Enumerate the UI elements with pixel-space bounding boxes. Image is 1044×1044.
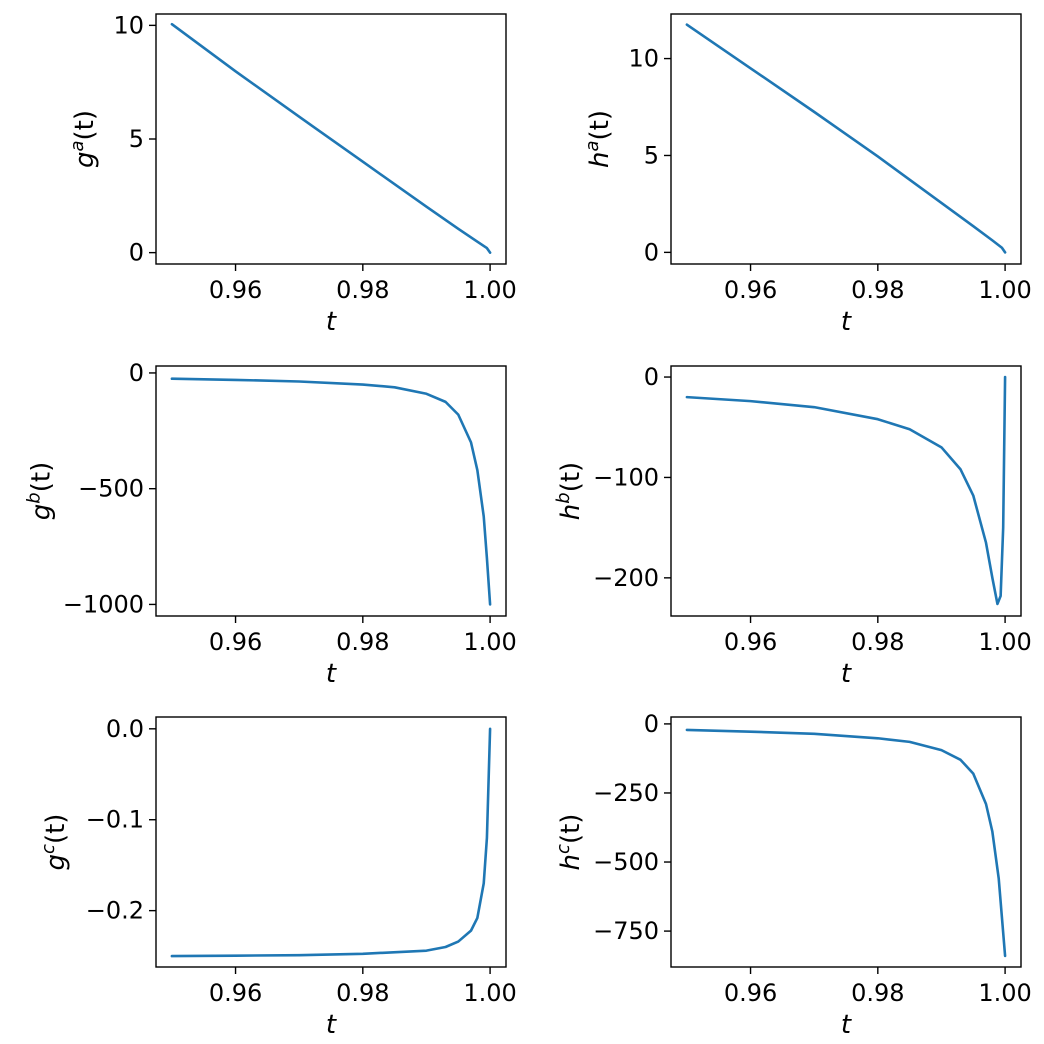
x-tick-label: 0.96 bbox=[724, 276, 777, 304]
x-tick-label: 0.98 bbox=[851, 628, 904, 656]
y-axis-label-suffix: (t) bbox=[41, 814, 71, 844]
y-tick-label: −250 bbox=[593, 779, 659, 807]
x-tick-label: 1.00 bbox=[978, 276, 1031, 304]
x-tick-label: 1.00 bbox=[978, 628, 1031, 656]
y-axis-label-base: g bbox=[27, 504, 57, 521]
x-tick-label: 0.96 bbox=[209, 276, 262, 304]
x-axis-label: t bbox=[326, 1010, 337, 1040]
subplot-3: 0.96 0.98 1.00 0 −500 −1000 t gb(t) bbox=[24, 359, 517, 689]
y-axis-label: ha(t) bbox=[582, 110, 615, 168]
x-tick-label: 1.00 bbox=[978, 979, 1031, 1007]
series-line-1 bbox=[685, 375, 1007, 606]
y-tick-label: −750 bbox=[593, 917, 659, 945]
x-tick-label: 1.00 bbox=[463, 979, 516, 1007]
series-line-1 bbox=[685, 728, 1007, 958]
x-tick-label: 1.00 bbox=[463, 276, 516, 304]
series-line-1 bbox=[170, 727, 492, 958]
y-tick-label: 5 bbox=[644, 141, 659, 169]
x-tick-label: 0.96 bbox=[724, 979, 777, 1007]
x-tick-label: 0.96 bbox=[209, 628, 262, 656]
y-tick-label: 10 bbox=[113, 11, 144, 39]
y-tick-label: 10 bbox=[628, 45, 659, 73]
x-tick-label: 0.98 bbox=[851, 276, 904, 304]
y-axis-label-suffix: (t) bbox=[27, 462, 57, 492]
y-tick-label: 5 bbox=[129, 125, 144, 153]
y-tick-label: 0 bbox=[129, 359, 144, 387]
x-tick-label: 0.98 bbox=[336, 628, 389, 656]
y-axis-label-base: g bbox=[41, 854, 71, 871]
subplot-1: 0.96 0.98 1.00 0 5 10 t ga(t) bbox=[67, 11, 517, 337]
y-axis-label-suffix: (t) bbox=[70, 110, 100, 140]
x-axis-label: t bbox=[841, 659, 852, 689]
y-tick-label: −500 bbox=[593, 848, 659, 876]
subplot-4: 0.96 0.98 1.00 0 −100 −200 t hb(t) bbox=[553, 363, 1032, 689]
x-tick-label: 0.98 bbox=[851, 979, 904, 1007]
y-axis-label-suffix: (t) bbox=[585, 110, 615, 140]
x-tick-label: 0.96 bbox=[209, 979, 262, 1007]
y-axis-label-superscript: a bbox=[67, 140, 88, 151]
plot-frame bbox=[670, 365, 1022, 617]
series-line-1 bbox=[685, 23, 1007, 254]
series-line-1 bbox=[170, 377, 492, 606]
y-axis-label: ga(t) bbox=[67, 110, 100, 168]
y-axis-label-suffix: (t) bbox=[556, 814, 586, 844]
subplot-6: 0.96 0.98 1.00 0 −250 −500 −750 t hc(t) bbox=[553, 710, 1032, 1040]
y-axis-label-superscript: c bbox=[553, 844, 574, 854]
plot-frame bbox=[670, 13, 1022, 265]
x-axis-label: t bbox=[841, 1010, 852, 1040]
y-axis-label-superscript: b bbox=[24, 492, 45, 503]
y-axis-label-base: h bbox=[556, 504, 586, 520]
subplot-5: 0.96 0.98 1.00 0.0 −0.1 −0.2 t gc(t) bbox=[38, 715, 517, 1040]
y-axis-label: gb(t) bbox=[24, 462, 57, 520]
y-tick-label: 0.0 bbox=[106, 715, 144, 743]
y-axis-label-superscript: b bbox=[553, 492, 574, 503]
plot-frame bbox=[155, 716, 507, 968]
y-axis-label-base: h bbox=[556, 854, 586, 870]
y-axis-label-suffix: (t) bbox=[556, 462, 586, 492]
y-tick-label: 0 bbox=[644, 238, 659, 266]
y-tick-label: 0 bbox=[129, 239, 144, 267]
y-axis-label-base: h bbox=[585, 152, 615, 168]
series-line-1 bbox=[170, 22, 492, 254]
y-tick-label: 0 bbox=[644, 710, 659, 738]
y-axis-label: gc(t) bbox=[38, 814, 71, 871]
x-axis-label: t bbox=[326, 307, 337, 337]
x-axis-label: t bbox=[326, 659, 337, 689]
y-tick-label: −200 bbox=[593, 564, 659, 592]
plot-frame bbox=[155, 365, 507, 617]
y-tick-label: −100 bbox=[593, 463, 659, 491]
x-axis-label: t bbox=[841, 307, 852, 337]
y-tick-label: −500 bbox=[78, 475, 144, 503]
y-axis-label: hb(t) bbox=[553, 462, 586, 520]
x-tick-label: 0.98 bbox=[336, 276, 389, 304]
y-axis-label-superscript: c bbox=[38, 844, 59, 854]
y-axis-label: hc(t) bbox=[553, 814, 586, 871]
y-tick-label: 0 bbox=[644, 363, 659, 391]
y-axis-label-superscript: a bbox=[582, 140, 603, 151]
plot-frame bbox=[670, 716, 1022, 968]
subplot-2: 0.96 0.98 1.00 0 5 10 t ha(t) bbox=[582, 13, 1032, 337]
y-tick-label: −0.1 bbox=[86, 806, 144, 834]
y-axis-label-base: g bbox=[70, 152, 100, 169]
x-tick-label: 0.98 bbox=[336, 979, 389, 1007]
y-tick-label: −0.2 bbox=[86, 897, 144, 925]
y-tick-label: −1000 bbox=[63, 590, 144, 618]
x-tick-label: 1.00 bbox=[463, 628, 516, 656]
x-tick-label: 0.96 bbox=[724, 628, 777, 656]
